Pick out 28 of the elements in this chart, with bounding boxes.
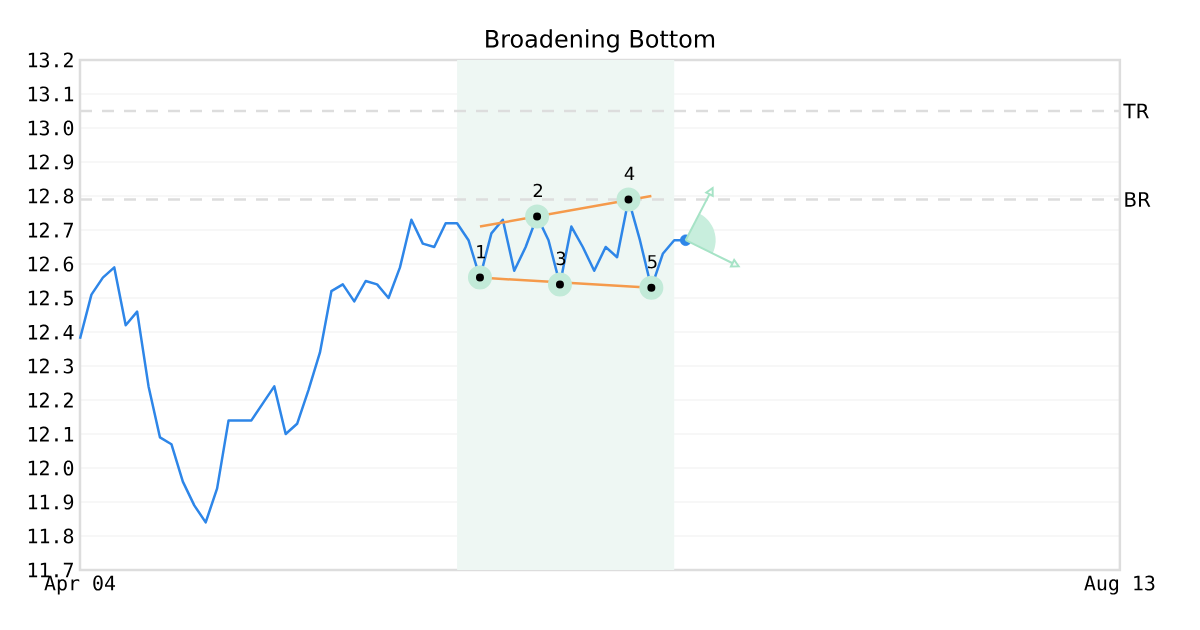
point [547,272,572,297]
y-tick-label: 12.4 [28,324,74,340]
point [639,275,664,300]
annotation: 5 [648,255,657,269]
ref-line-label: BR [1125,192,1151,207]
y-tick-label: 12.5 [28,290,73,306]
annotation: 2 [533,183,542,198]
point [525,204,550,229]
y-tick-label: 11.8 [28,528,74,544]
y-tick-label: 13.2 [28,52,73,68]
y-tick-label: 13.0 [28,120,74,136]
y-tick-label: 11.9 [28,494,74,510]
x-tick-label: Aug 13 [1084,575,1155,595]
y-tick-label: 12.8 [28,188,74,204]
y-tick-label: 12.9 [28,154,74,170]
y-tick-label: 12.7 [28,222,73,238]
y-tick-label: 12.2 [28,392,73,408]
chart-title: Broadening Bottom [486,29,715,53]
annotation: 4 [624,166,635,180]
y-tick-label: 12.6 [28,256,74,272]
annotation: 1 [477,245,485,259]
y-tick-label: 13.1 [28,86,74,102]
point [616,187,641,212]
ref-line-label: TR [1123,103,1149,119]
y-tick-label: 12.3 [28,358,73,374]
y-tick-label: 12.0 [28,460,74,476]
point [467,265,492,290]
y-tick-label: 12.1 [28,426,74,442]
